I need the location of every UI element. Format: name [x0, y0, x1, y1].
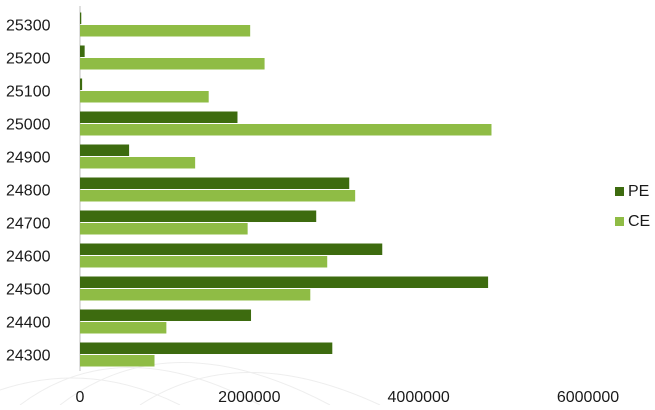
y-tick-label: 24500	[6, 282, 51, 299]
bar-ce-24800	[80, 190, 356, 202]
bar-pe-24400	[80, 309, 252, 321]
bar-pe-25300	[80, 12, 82, 24]
y-tick-label: 25200	[6, 51, 51, 68]
x-tick-label: 2000000	[218, 389, 280, 405]
y-tick-label: 24300	[6, 348, 51, 365]
y-tick-label: 24600	[6, 249, 51, 266]
bar-ce-24900	[80, 157, 196, 169]
background-swirl	[19, 367, 261, 406]
bar-pe-25200	[80, 45, 85, 57]
bar-ce-25100	[80, 91, 209, 103]
bar-pe-24800	[80, 177, 350, 189]
x-tick-label: 6000000	[557, 389, 619, 405]
y-tick-label: 25000	[6, 117, 51, 134]
bar-ce-25300	[80, 25, 251, 37]
legend-swatch-ce	[615, 217, 624, 226]
legend-swatch-pe	[615, 187, 624, 196]
bar-pe-24900	[80, 144, 130, 156]
background-swirl	[139, 372, 381, 406]
legend-label-ce: CE	[628, 213, 650, 230]
bar-pe-24600	[80, 243, 383, 255]
background-swirl	[59, 362, 331, 406]
background-swirl	[0, 377, 181, 406]
bar-pe-24300	[80, 342, 333, 354]
y-tick-label: 24800	[6, 183, 51, 200]
bar-pe-24700	[80, 210, 317, 222]
bar-ce-24300	[80, 355, 155, 367]
y-tick-label: 25300	[6, 18, 51, 35]
bar-pe-25000	[80, 111, 238, 123]
bar-ce-24500	[80, 289, 311, 301]
bar-pe-24500	[80, 276, 489, 288]
bar-pe-25100	[80, 78, 83, 90]
y-tick-label: 24400	[6, 315, 51, 332]
y-tick-label: 24700	[6, 216, 51, 233]
y-tick-label: 24900	[6, 150, 51, 167]
bar-ce-24700	[80, 223, 248, 235]
bar-ce-25200	[80, 58, 265, 70]
bar-ce-25000	[80, 124, 492, 136]
bar-ce-24600	[80, 256, 328, 268]
bar-ce-24400	[80, 322, 167, 334]
x-tick-label: 0	[76, 389, 85, 405]
x-tick-label: 4000000	[388, 389, 450, 405]
y-tick-label: 25100	[6, 84, 51, 101]
legend-label-pe: PE	[628, 183, 649, 200]
